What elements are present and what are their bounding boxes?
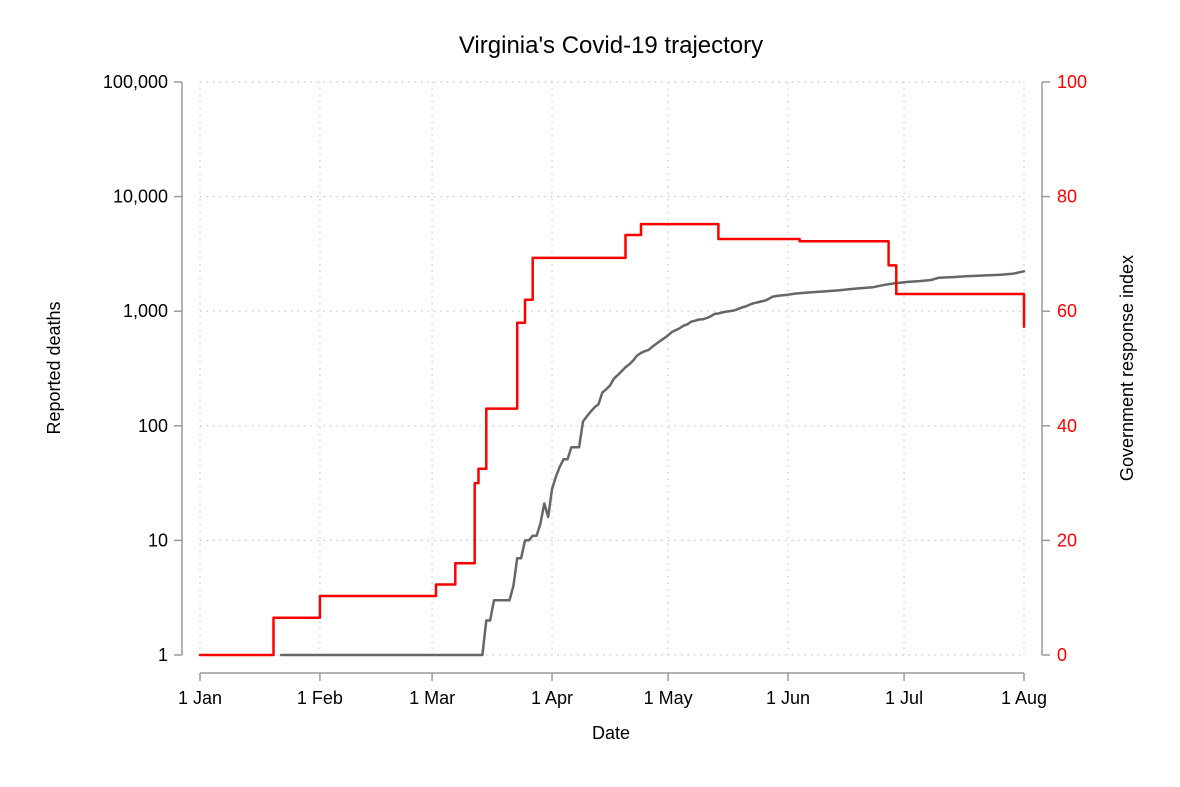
y-left-tick-label: 1,000 <box>123 301 168 321</box>
y-right-tick-label: 60 <box>1057 301 1077 321</box>
x-tick-label: 1 Jan <box>178 688 222 708</box>
chart-title: Virginia's Covid-19 trajectory <box>459 32 763 59</box>
y-left-tick-label: 10 <box>148 530 168 550</box>
labels-layer: 1 10 100 1,000 10,000 100,000 0 20 40 60 80 100 1 Ja… <box>103 72 1087 708</box>
y-right-tick-label: 80 <box>1057 187 1077 207</box>
y-right-axis-title: Government response index <box>1117 255 1137 481</box>
y-right-tick-label: 20 <box>1057 530 1077 550</box>
x-tick-label: 1 Jul <box>885 688 923 708</box>
y-right-tick-label: 100 <box>1057 72 1087 92</box>
y-right-tick-label: 40 <box>1057 416 1077 436</box>
y-left-tick-label: 1 <box>158 645 168 665</box>
y-left-tick-label: 10,000 <box>113 187 168 207</box>
series-layer <box>198 222 1026 657</box>
x-tick-label: 1 Feb <box>297 688 343 708</box>
response-index-series-line <box>198 222 1026 657</box>
x-tick-label: 1 May <box>644 688 693 708</box>
y-left-tick-label: 100,000 <box>103 72 168 92</box>
x-axis-title: Date <box>592 723 630 743</box>
x-tick-label: 1 Apr <box>531 688 573 708</box>
y-left-axis-title: Reported deaths <box>44 301 64 434</box>
axes-layer <box>174 81 1050 681</box>
y-right-tick-label: 0 <box>1057 645 1067 665</box>
x-tick-label: 1 Jun <box>766 688 810 708</box>
grid-layer <box>199 81 1025 656</box>
deaths-series-line <box>279 270 1026 657</box>
y-left-tick-label: 100 <box>138 416 168 436</box>
x-tick-label: 1 Aug <box>1001 688 1047 708</box>
x-tick-label: 1 Mar <box>409 688 455 708</box>
